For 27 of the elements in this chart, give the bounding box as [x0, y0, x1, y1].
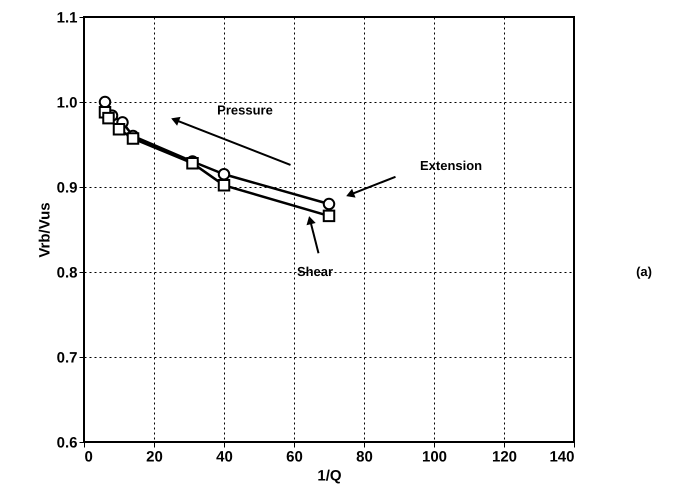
y-tick-label: 1.1: [56, 10, 78, 26]
x-tick-label: 100: [422, 448, 448, 466]
point: [102, 112, 115, 124]
point: [126, 132, 140, 145]
y-tick-label: 0.9: [56, 180, 78, 196]
point: [218, 179, 230, 192]
point: [322, 198, 336, 210]
y-tick-label: 0.6: [56, 434, 78, 452]
annotation: Extension: [420, 158, 482, 173]
x-tick-label: 80: [356, 448, 373, 466]
y-axis-title: Vrb/Vus: [36, 202, 54, 258]
point: [218, 168, 230, 180]
text: (a): [636, 264, 652, 279]
x-tick-label: 0: [84, 448, 93, 466]
point: [112, 122, 126, 136]
x-tick-label: 120: [492, 448, 518, 466]
y-tick-label: 0.7: [56, 350, 78, 366]
annotation: Pressure: [217, 102, 273, 118]
x-tick-label: 40: [216, 448, 233, 466]
x-tick-label: 60: [286, 448, 303, 466]
x-axis-title: 1/Q: [317, 468, 342, 484]
point: [322, 210, 336, 222]
y-tick-label: 0.8: [56, 264, 78, 282]
y-tick-label: 1.0: [56, 94, 78, 112]
x-tick-label: 140: [549, 448, 574, 466]
annotation: Shear: [296, 264, 334, 279]
x-tick-label: 20: [146, 448, 163, 466]
